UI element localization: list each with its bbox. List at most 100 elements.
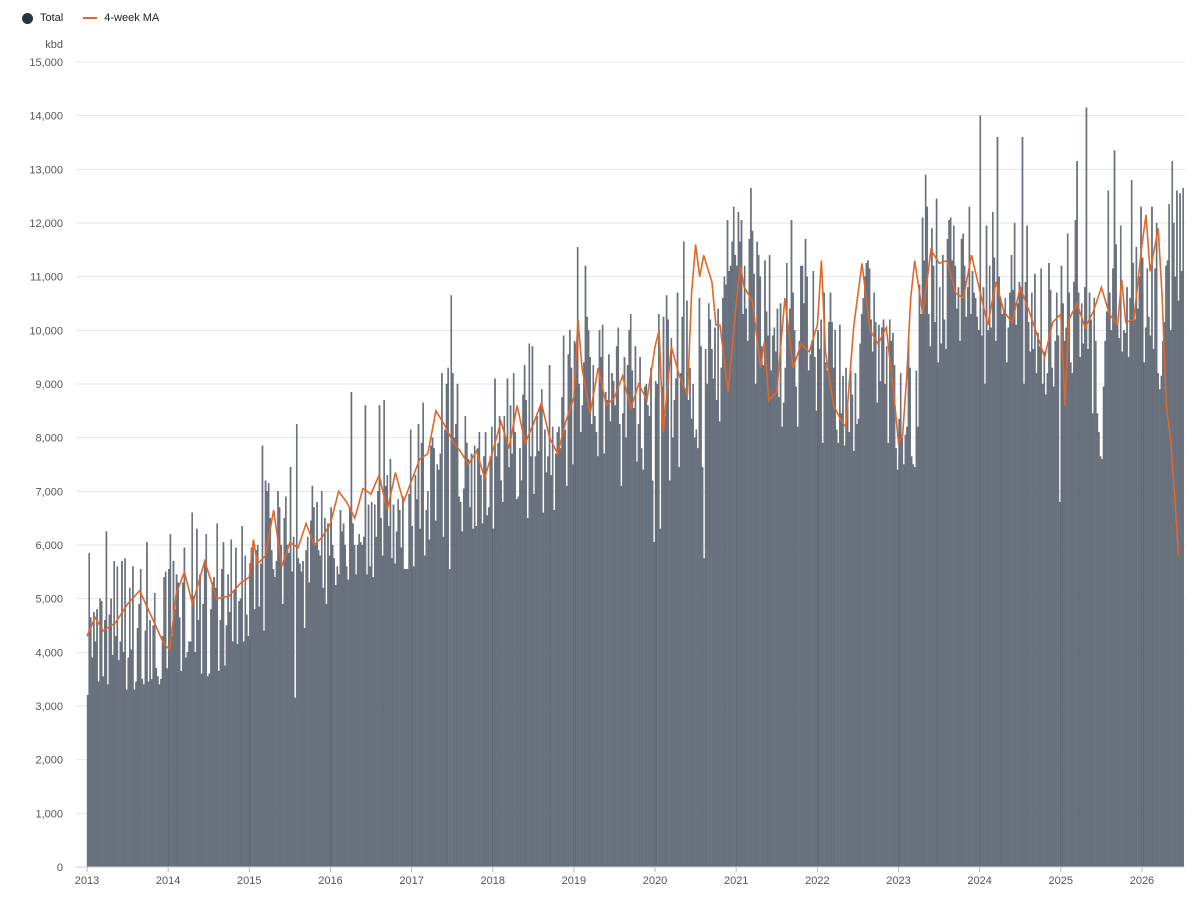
bar-total: [1029, 351, 1032, 868]
bar-total: [427, 491, 429, 868]
bar-total: [561, 397, 563, 868]
bar-total: [214, 587, 217, 868]
x-tick-label: 2014: [156, 875, 180, 887]
bar-total: [592, 365, 595, 868]
bar-total: [1162, 340, 1164, 868]
bar-total: [1141, 257, 1144, 868]
bar-total: [785, 263, 788, 868]
bar-total: [377, 491, 379, 868]
bar-total: [1013, 222, 1016, 868]
bar-total: [512, 373, 515, 868]
bar-total: [981, 335, 983, 868]
y-tick-label: 13,000: [29, 164, 63, 176]
bar-total: [381, 555, 384, 868]
bar-total: [856, 424, 858, 868]
bar-total: [754, 383, 757, 868]
bar-total: [909, 367, 911, 868]
y-tick-label: 2,000: [35, 755, 63, 767]
bar-total: [500, 480, 503, 868]
bar-total: [1113, 150, 1116, 868]
bar-total: [169, 534, 172, 868]
bar-total: [1174, 276, 1177, 868]
bar-total: [934, 322, 936, 868]
bar-total: [817, 330, 819, 868]
bar-total: [444, 429, 446, 868]
bar-total: [682, 241, 685, 868]
bar-total: [750, 187, 752, 868]
legend-item-ma[interactable]: 4-week MA: [83, 12, 159, 24]
bar-total: [171, 636, 173, 868]
bar-total: [405, 569, 407, 868]
bar-total: [197, 619, 200, 868]
bar-total: [316, 501, 318, 868]
bar-total: [359, 542, 362, 868]
bar-total: [868, 268, 871, 868]
bar-total: [589, 357, 591, 868]
bar-total: [748, 238, 751, 868]
bar-total: [736, 265, 738, 868]
bar-total: [1121, 351, 1124, 868]
bar-total: [1002, 311, 1005, 868]
bar-total: [125, 689, 128, 868]
line-series-4-week-ma: [86, 214, 1180, 652]
bar-total: [648, 416, 651, 868]
bar-total: [709, 319, 712, 868]
bar-total: [1151, 206, 1153, 868]
bar-total: [86, 695, 89, 868]
legend-item-total[interactable]: Total: [22, 12, 63, 24]
bar-total: [327, 523, 329, 868]
bar-total: [544, 429, 546, 868]
bar-total: [706, 383, 709, 868]
legend-label-ma: 4-week MA: [104, 12, 160, 24]
bar-total: [1129, 297, 1131, 868]
bar-total: [712, 378, 715, 868]
bar-total: [584, 265, 587, 868]
bar-total: [194, 652, 197, 868]
bar-total: [1115, 244, 1117, 868]
bar-total: [801, 265, 804, 868]
bar-total: [884, 383, 886, 868]
bar-total: [977, 330, 980, 868]
bar-total: [848, 432, 851, 868]
bar-total: [94, 641, 97, 868]
bar-total: [305, 550, 307, 868]
bar-total: [222, 542, 225, 868]
bar-total: [862, 297, 865, 868]
bar-total: [597, 456, 599, 868]
bar-total: [717, 308, 719, 868]
bar-total: [999, 297, 1002, 868]
bar-total: [345, 566, 348, 868]
bar-total: [614, 405, 616, 868]
bar-total: [695, 429, 698, 868]
bar-total: [690, 418, 693, 868]
bar-total: [792, 292, 794, 868]
bar-total: [634, 346, 637, 868]
bar-total: [437, 469, 440, 868]
bar-total: [506, 378, 509, 868]
bar-total: [1105, 311, 1108, 868]
bar-total: [133, 689, 136, 868]
bar-total: [711, 348, 713, 868]
bar-total: [478, 432, 481, 868]
bar-total: [452, 373, 454, 868]
bar-total: [144, 630, 147, 868]
bar-total: [787, 324, 790, 868]
bar-total: [751, 230, 754, 868]
bar-total: [1123, 330, 1125, 868]
bar-total: [846, 405, 849, 868]
bar-total: [762, 365, 765, 868]
bar-total: [352, 523, 354, 868]
bar-total: [462, 488, 465, 868]
bar-total: [526, 518, 529, 868]
bar-total: [1143, 362, 1145, 868]
bar-total: [625, 437, 627, 868]
bar-total: [821, 442, 824, 868]
x-tick-label: 2024: [967, 875, 991, 887]
bar-total: [539, 405, 542, 868]
bar-total: [678, 467, 680, 868]
bar-total: [487, 507, 490, 868]
bar-total: [498, 416, 501, 868]
bar-total: [851, 394, 854, 868]
bar-total: [551, 426, 554, 868]
bar-total: [742, 314, 744, 868]
